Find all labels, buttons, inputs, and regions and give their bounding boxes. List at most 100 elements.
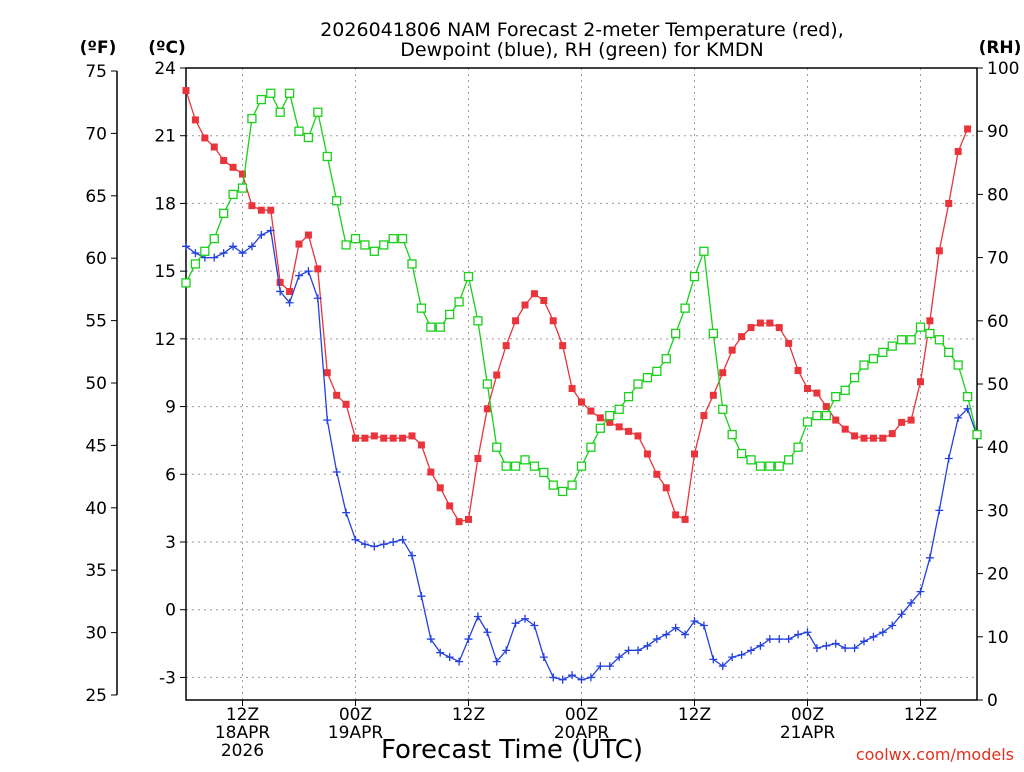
data-point: [652, 366, 662, 377]
data-point: [502, 342, 510, 350]
data-point: [276, 287, 285, 296]
data-point: [691, 450, 698, 458]
tick-label-celsius: 12: [154, 330, 176, 350]
data-point: [501, 461, 511, 471]
data-point: [294, 126, 304, 136]
data-point: [615, 653, 624, 662]
data-point: [313, 294, 322, 303]
data-point: [934, 335, 944, 345]
data-point: [286, 287, 294, 295]
tick-label-rh: 50: [987, 375, 1009, 395]
data-point: [935, 506, 944, 515]
data-point: [247, 113, 257, 124]
data-point: [463, 271, 474, 282]
tick-label-rh: 20: [987, 565, 1009, 585]
data-point: [700, 412, 708, 420]
data-point: [350, 233, 361, 244]
tick-label-x: 12Z: [226, 705, 259, 725]
data-point: [492, 442, 502, 452]
data-point: [210, 143, 218, 151]
tick-label-fahrenheit: 60: [85, 249, 107, 269]
data-point: [352, 434, 359, 442]
axes: [111, 67, 983, 706]
data-point: [256, 94, 266, 105]
data-point: [756, 319, 764, 327]
tick-label-rh: 60: [987, 312, 1009, 332]
data-point: [756, 641, 765, 650]
data-point: [831, 639, 840, 648]
tick-label-rh: 10: [987, 628, 1009, 648]
data-point: [964, 125, 972, 133]
data-point: [370, 542, 379, 551]
data-point: [596, 414, 604, 422]
data-point: [897, 335, 907, 345]
data-point: [878, 347, 888, 358]
data-point: [878, 628, 887, 637]
data-point: [304, 267, 313, 276]
data-point: [747, 324, 755, 332]
data-point: [596, 662, 605, 671]
data-point: [672, 511, 680, 519]
data-point: [699, 621, 708, 630]
tick-label-rh: 70: [987, 249, 1009, 269]
data-point: [662, 484, 670, 492]
data-point: [191, 116, 199, 124]
data-point: [521, 614, 529, 623]
data-point: [426, 322, 436, 332]
data-point: [605, 662, 614, 671]
data-point: [954, 413, 963, 422]
data-point: [436, 484, 444, 492]
tick-label-x: 20APR: [554, 723, 610, 743]
data-point: [182, 87, 190, 95]
data-point: [860, 434, 868, 442]
unit-label-fahrenheit: (ºF): [80, 38, 117, 58]
data-point: [578, 398, 585, 406]
data-point: [860, 637, 868, 646]
data-point: [465, 515, 472, 523]
plot-frame: [185, 67, 978, 701]
data-point: [332, 468, 341, 477]
data-series: [181, 87, 982, 684]
data-point: [888, 430, 896, 438]
data-point: [332, 196, 342, 206]
data-point: [821, 410, 831, 421]
data-point: [812, 410, 822, 421]
tick-label-celsius: 0: [165, 601, 176, 621]
data-point: [228, 189, 238, 200]
data-point: [200, 246, 210, 256]
data-point: [623, 391, 634, 402]
data-point: [689, 271, 700, 282]
data-point: [736, 448, 747, 459]
data-point: [473, 316, 483, 326]
data-point: [333, 391, 341, 399]
data-point: [229, 242, 238, 251]
data-point: [728, 653, 737, 662]
data-point: [907, 598, 916, 607]
data-point: [945, 199, 953, 207]
data-point: [351, 535, 360, 544]
data-point: [229, 163, 237, 171]
data-point: [737, 650, 746, 659]
data-point: [925, 553, 934, 562]
data-point: [539, 653, 548, 662]
series-rh: [181, 88, 982, 497]
data-point: [295, 240, 303, 248]
data-point: [530, 621, 539, 630]
data-point: [898, 418, 906, 426]
data-point: [709, 391, 717, 399]
data-point: [568, 671, 577, 680]
data-point: [322, 151, 332, 162]
data-point: [879, 434, 887, 442]
data-point: [869, 434, 877, 442]
data-point: [247, 242, 256, 251]
data-point: [521, 301, 529, 309]
data-point: [285, 298, 294, 307]
data-point: [369, 246, 379, 256]
data-point: [502, 646, 511, 655]
credit-link[interactable]: coolwx.com/models: [856, 745, 1014, 764]
data-point: [954, 148, 962, 156]
data-point: [766, 319, 774, 327]
data-point: [784, 455, 794, 465]
data-point: [625, 427, 633, 435]
